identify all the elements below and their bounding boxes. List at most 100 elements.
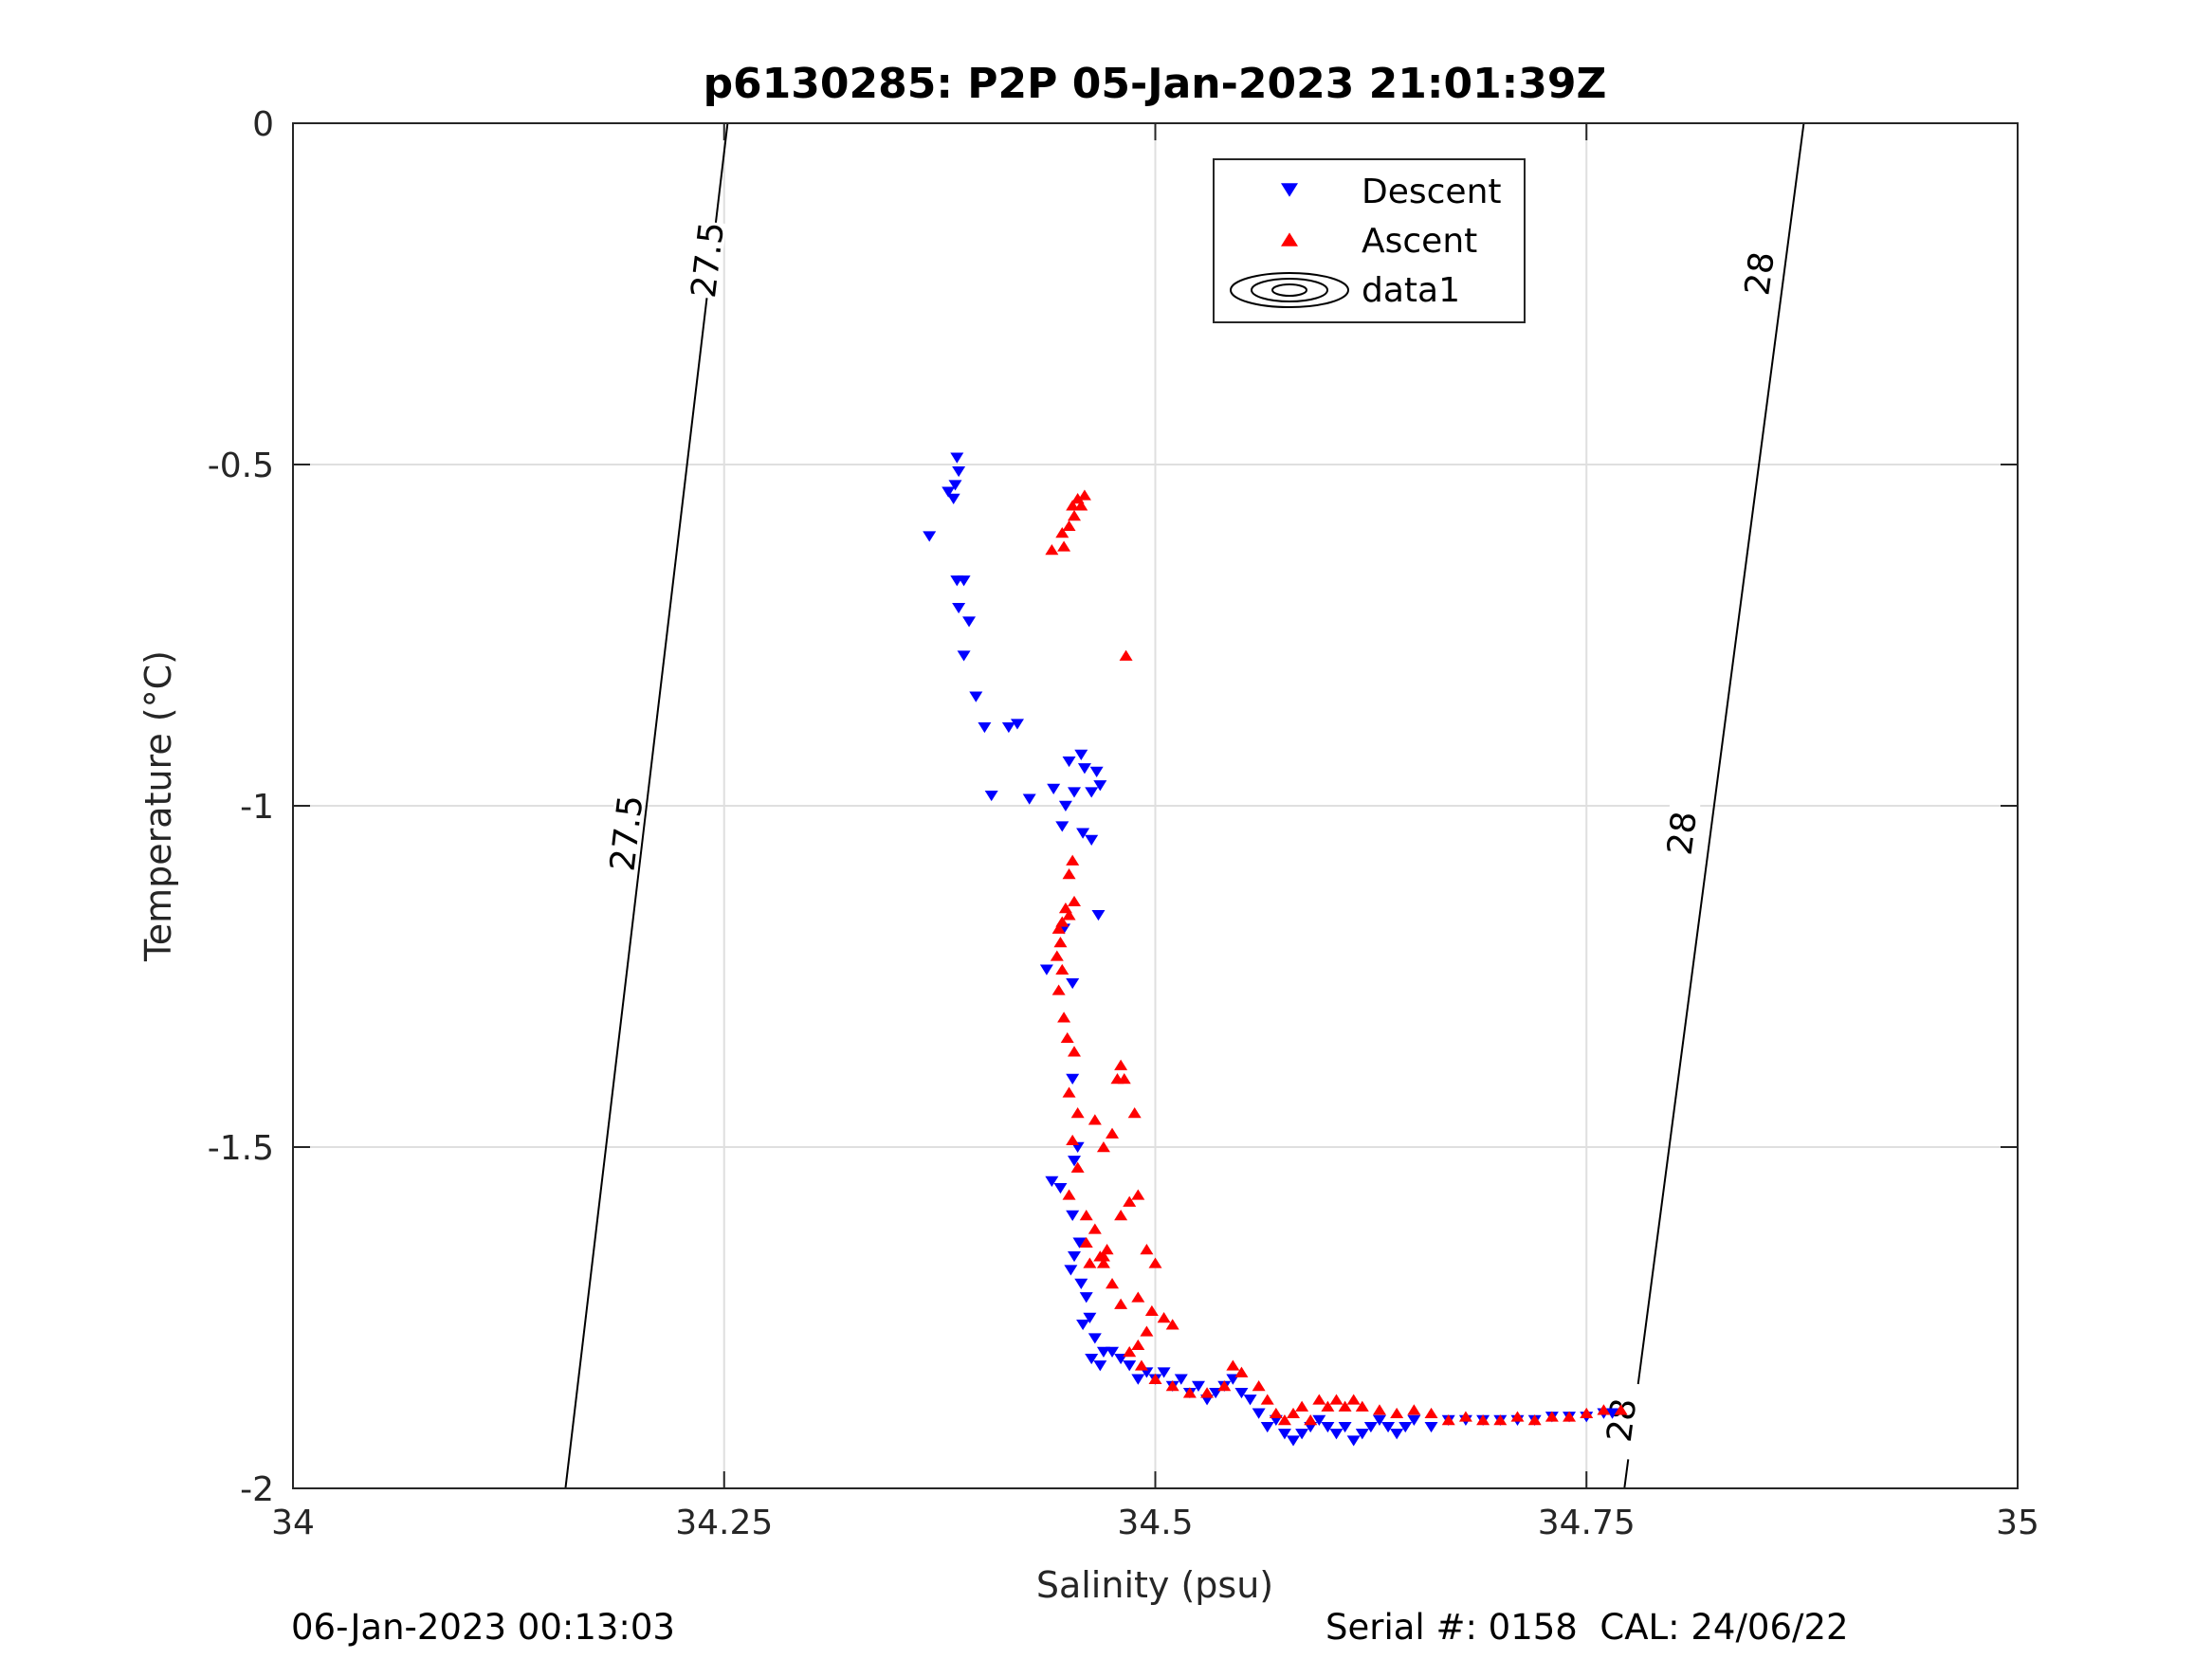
legend-descent-marker — [1281, 183, 1298, 197]
contour-label-gap — [686, 220, 727, 300]
ascent-point — [1277, 1414, 1291, 1426]
ascent-point — [1424, 1407, 1438, 1419]
descent-point — [1234, 1387, 1249, 1399]
legend: Descent Ascent data1 — [1213, 158, 1526, 323]
contour-label-28: 28 — [1600, 1396, 1645, 1445]
descent-point — [1174, 1374, 1188, 1385]
descent-point — [1064, 1265, 1078, 1276]
descent-point — [952, 465, 966, 478]
ascent-point — [1050, 950, 1064, 961]
ascent-point — [1123, 1346, 1137, 1358]
descent-point — [1045, 1176, 1059, 1187]
contour-label-gap — [1739, 233, 1780, 314]
contour-line-28 — [1623, 122, 1805, 1489]
descent-point — [923, 531, 937, 542]
ascent-point — [1117, 1073, 1131, 1085]
ascent-point — [1458, 1411, 1472, 1422]
ascent-point — [1093, 1250, 1107, 1262]
ascent-point — [1372, 1404, 1386, 1415]
ascent-point — [1148, 1257, 1162, 1268]
descent-point — [1077, 763, 1091, 775]
footer-timestamp: 06-Jan-2023 00:13:03 — [291, 1607, 675, 1648]
descent-point — [1066, 977, 1080, 990]
ascent-point — [1070, 1161, 1085, 1173]
descent-point — [1091, 909, 1106, 921]
ascent-point — [1070, 1107, 1085, 1119]
contour-label-28: 28 — [1738, 249, 1782, 298]
ascent-point — [1563, 1411, 1577, 1422]
ascent-point — [1106, 1278, 1120, 1289]
ascent-point — [1234, 1366, 1249, 1377]
ascent-point — [1057, 1012, 1071, 1023]
ascent-point — [1614, 1404, 1628, 1415]
legend-contour-icon — [1230, 272, 1349, 308]
legend-ascent-marker — [1281, 232, 1298, 246]
descent-point — [1093, 1360, 1107, 1372]
descent-point — [978, 721, 992, 734]
ascent-point — [1390, 1407, 1404, 1419]
ascent-point — [1157, 1312, 1171, 1323]
footer-serial-cal: Serial #: 0158 CAL: 24/06/22 — [1325, 1607, 1849, 1648]
descent-point — [1106, 1346, 1120, 1358]
descent-point — [1312, 1414, 1326, 1426]
descent-point — [1260, 1421, 1274, 1433]
ascent-point — [1269, 1407, 1283, 1419]
ascent-point — [1066, 1134, 1080, 1146]
y-tick-label: -1.5 — [208, 1129, 274, 1168]
ascent-point — [1355, 1400, 1369, 1412]
ascent-point — [1597, 1404, 1611, 1415]
ascent-point — [1252, 1380, 1266, 1392]
x-axis-label: Salinity (psu) — [1036, 1564, 1273, 1606]
contour-line-27.5 — [564, 122, 729, 1489]
ascent-point — [1131, 1339, 1145, 1351]
ascent-point — [1088, 1114, 1102, 1125]
descent-point — [1407, 1414, 1421, 1426]
ascent-point — [1114, 1059, 1128, 1070]
contour-label-27.5: 27.5 — [685, 220, 732, 300]
ascent-point — [1074, 500, 1088, 511]
ascent-point — [1165, 1380, 1179, 1392]
ascent-point — [1476, 1414, 1490, 1426]
ascent-point — [1060, 1031, 1074, 1044]
descent-point — [1363, 1421, 1378, 1433]
descent-point — [1131, 1374, 1145, 1385]
ascent-point — [1062, 520, 1076, 532]
ascent-point — [1131, 1189, 1145, 1200]
descent-point — [1321, 1421, 1335, 1433]
descent-point — [1123, 1360, 1137, 1372]
descent-point — [1074, 749, 1088, 760]
descent-point — [1068, 1156, 1082, 1167]
ascent-point — [1100, 1244, 1114, 1255]
descent-point — [1191, 1380, 1205, 1392]
density-contours: 27.5 27.5 28 28 28 — [564, 122, 1805, 1489]
x-tick-label: 35 — [1996, 1504, 2039, 1542]
descent-point — [1076, 1319, 1090, 1331]
ascent-point — [1068, 895, 1082, 907]
axis-ticks: 34 34.25 34.5 34.75 35 -2 -1.5 -1 -0.5 0 — [208, 105, 2039, 1542]
descent-point — [969, 691, 983, 702]
ascent-point — [1119, 649, 1133, 661]
ascent-point — [1407, 1404, 1421, 1415]
x-tick-label: 34.25 — [675, 1504, 773, 1542]
descent-point — [1083, 1312, 1097, 1323]
descent-point — [1022, 793, 1036, 805]
descent-point — [1062, 756, 1076, 768]
ascent-point — [1510, 1411, 1525, 1422]
descent-point — [1252, 1408, 1266, 1419]
legend-markers — [1230, 183, 1349, 308]
ascent-point — [1066, 854, 1080, 866]
data-points — [923, 452, 1628, 1447]
descent-point — [950, 452, 964, 464]
x-tick-label: 34.5 — [1117, 1504, 1193, 1542]
ascent-point — [1165, 1319, 1179, 1330]
ascent-point — [1114, 1210, 1128, 1221]
grid — [293, 123, 2018, 1488]
descent-point — [1390, 1429, 1404, 1440]
ascent-point — [1200, 1387, 1215, 1398]
descent-point — [1076, 828, 1090, 839]
descent-point — [1157, 1367, 1171, 1378]
descent-point — [1079, 1292, 1093, 1304]
descent-point — [1295, 1429, 1309, 1440]
descent-point — [1085, 787, 1099, 798]
